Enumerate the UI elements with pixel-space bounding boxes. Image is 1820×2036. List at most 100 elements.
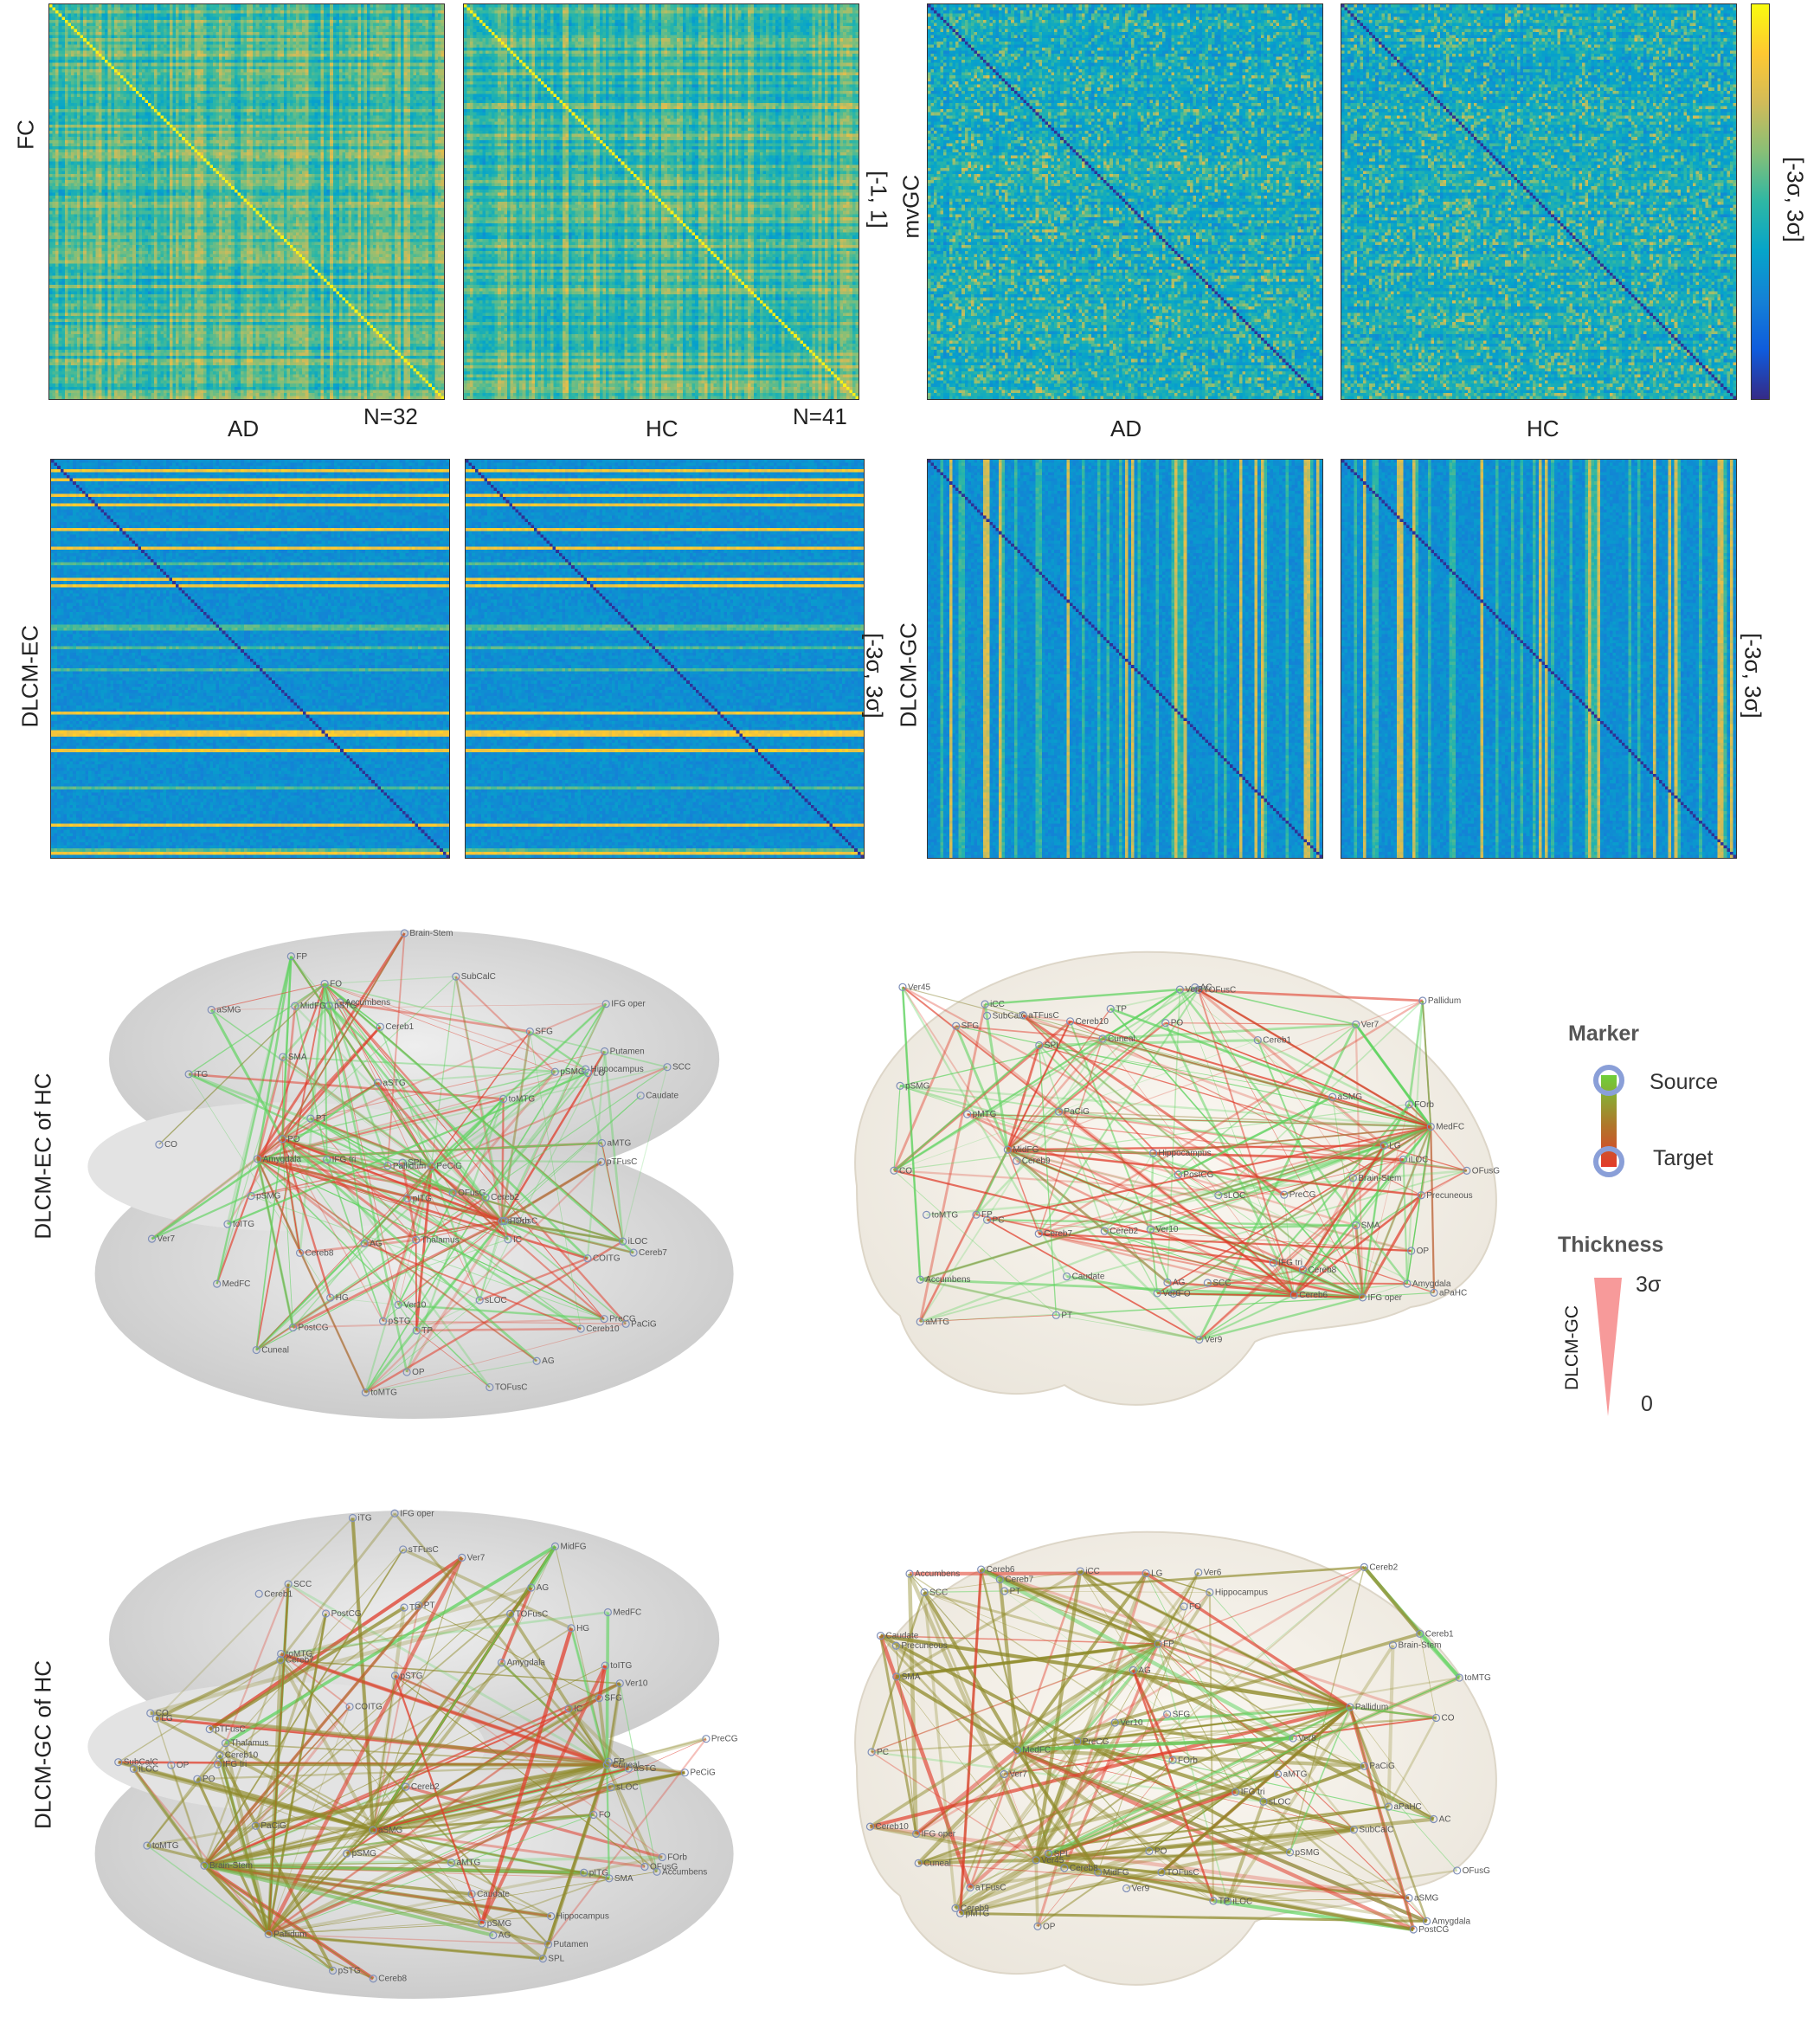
network-edge xyxy=(1039,1045,1106,1232)
network-edge xyxy=(402,1548,572,1630)
network-edge xyxy=(339,1001,531,1033)
network-edge xyxy=(920,1314,1057,1323)
network-edge xyxy=(1167,989,1181,1283)
network-edge xyxy=(869,1642,1160,1828)
node-label: FO xyxy=(599,1810,611,1820)
network-edge xyxy=(1006,1021,1071,1150)
network-edge xyxy=(919,1125,1431,1281)
ec-sagittal-brain: SPL PostCG PreCG SMA SFG MidFG sLOC Precuneous a… xyxy=(854,950,1500,1406)
node-layer: pSTG aMTG aSTG toMTG pSMG aSMG pITG iLOC AG PO HG C… xyxy=(147,929,691,1398)
network-edge xyxy=(955,1567,1365,1909)
network-node xyxy=(589,1810,598,1820)
network-edge xyxy=(981,1568,1437,1719)
network-edge xyxy=(1218,1144,1385,1197)
network-edge xyxy=(371,1661,504,1832)
node-label: Ver9 xyxy=(1205,1336,1223,1345)
network-edge xyxy=(967,1112,1357,1227)
network-edge xyxy=(1017,1717,1437,1751)
network-edge xyxy=(1207,1282,1407,1285)
node-label: Ver8 xyxy=(1298,1734,1316,1743)
network-edge xyxy=(393,1512,608,1766)
node-label: IC xyxy=(574,1704,582,1714)
network-edge xyxy=(1038,1233,1295,1297)
node-label: Ver10 xyxy=(403,1300,427,1310)
network-edge xyxy=(1354,1024,1364,1298)
network-edge xyxy=(1056,1292,1435,1316)
network-edge xyxy=(211,1003,607,1010)
node-label: Hippocampus xyxy=(1159,1149,1212,1158)
network-edge xyxy=(339,1002,503,1221)
network-edge xyxy=(364,1161,602,1394)
network-edge xyxy=(603,1051,624,1242)
network-edge xyxy=(372,1828,453,1865)
network-node xyxy=(1405,1100,1413,1109)
dlcm-gc-hc-matrix xyxy=(1341,459,1737,859)
node-label: iLOC xyxy=(138,1764,158,1774)
node-label: IFG oper xyxy=(611,1000,646,1009)
network-edge xyxy=(1199,1296,1363,1341)
node-label: pSMG xyxy=(905,1081,930,1091)
network-edge xyxy=(338,1002,504,1222)
network-node xyxy=(1051,1311,1060,1319)
network-edge xyxy=(926,1169,1467,1216)
node-label: MidFG xyxy=(1103,1868,1129,1878)
network-edge xyxy=(1362,1145,1385,1298)
network-edge xyxy=(268,1934,333,1971)
network-node xyxy=(891,1641,901,1650)
network-node xyxy=(916,1275,924,1284)
network-node xyxy=(1060,1864,1069,1872)
node-label: Ver8 xyxy=(1185,985,1203,995)
node-label: Cereb1 xyxy=(385,1022,414,1032)
node-label: MidFG xyxy=(300,1002,326,1011)
network-edge xyxy=(1035,1859,1410,1900)
network-edge xyxy=(1199,1294,1295,1341)
network-node xyxy=(966,1883,974,1892)
node-label: SPL xyxy=(408,1158,424,1168)
network-edge xyxy=(257,1068,586,1160)
network-node xyxy=(143,1841,151,1850)
node-label: Ver45 xyxy=(908,983,931,992)
network-edge xyxy=(1039,1233,1363,1298)
network-node xyxy=(916,1318,924,1326)
network-node xyxy=(890,1166,898,1175)
network-node xyxy=(527,1583,536,1592)
network-edge xyxy=(324,983,328,1160)
network-edge xyxy=(1006,1149,1200,1341)
network-edge xyxy=(280,1138,331,1298)
node-label: PO xyxy=(287,1135,300,1144)
network-node xyxy=(205,1724,214,1734)
network-edge xyxy=(398,1303,605,1320)
network-edge xyxy=(1077,1741,1434,1820)
network-node xyxy=(497,1659,506,1667)
network-edge xyxy=(267,1653,283,1935)
network-edge xyxy=(218,1755,270,1935)
node-label: Precuneous xyxy=(1426,1191,1472,1201)
network-edge xyxy=(1103,1152,1154,1232)
network-edge xyxy=(1102,1038,1295,1296)
network-node xyxy=(1154,1640,1162,1648)
network-node xyxy=(865,1822,875,1831)
network-edge xyxy=(892,1025,957,1171)
network-node xyxy=(636,1092,645,1100)
network-node xyxy=(658,1852,666,1862)
network-edge xyxy=(372,1814,594,1832)
network-edge xyxy=(346,1852,609,1880)
network-edge xyxy=(324,983,605,1319)
network-edge xyxy=(1263,1764,1365,1803)
network-node xyxy=(343,1849,351,1858)
network-edge xyxy=(267,1855,663,1936)
network-edge xyxy=(225,1742,608,1766)
network-edge xyxy=(1149,1228,1159,1294)
network-edge xyxy=(324,983,668,1068)
network-edge xyxy=(959,1852,1050,1915)
network-node xyxy=(167,1761,176,1769)
network-edge xyxy=(1165,1022,1356,1025)
node-label: Ver6 xyxy=(1162,1289,1180,1298)
network-edge xyxy=(959,1569,983,1914)
network-edge xyxy=(879,1635,918,1834)
network-node xyxy=(320,979,329,989)
network-edge xyxy=(916,1772,1006,1865)
network-edge xyxy=(324,983,432,1167)
mvgc-row-label: mvGC xyxy=(897,174,924,239)
network-edge xyxy=(209,1556,463,1731)
